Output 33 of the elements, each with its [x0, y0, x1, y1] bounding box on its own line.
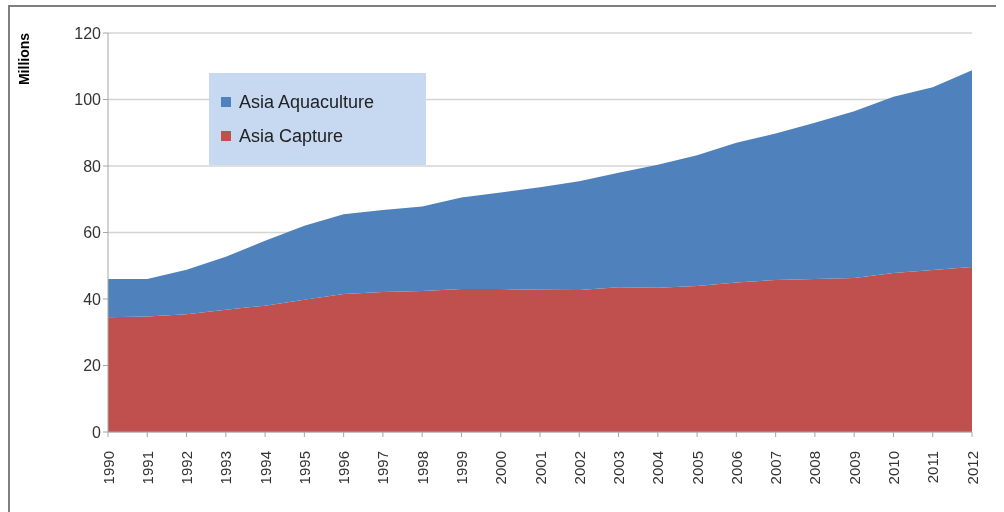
- x-tick-label: 1995: [295, 451, 313, 485]
- y-tick-label: 120: [74, 24, 102, 42]
- x-tick-label: 1997: [374, 451, 392, 485]
- x-tick-label: 2006: [727, 451, 745, 485]
- y-tick-label: 40: [83, 290, 102, 308]
- x-tick-label: 1998: [413, 451, 431, 485]
- x-tick-label: 1996: [335, 451, 353, 485]
- x-tick-label: 1990: [99, 451, 117, 485]
- y-tick-label: 20: [83, 357, 102, 375]
- x-tick-label: 2004: [649, 451, 667, 485]
- x-tick-label: 2003: [610, 451, 628, 485]
- y-axis-title: Millions: [16, 32, 32, 86]
- y-tick-label: 80: [83, 157, 102, 175]
- x-tick-label: 2002: [570, 451, 588, 485]
- y-tick-label: 0: [92, 423, 102, 441]
- x-tick-label: 2000: [492, 451, 510, 485]
- x-tick-label: 2010: [884, 451, 902, 485]
- y-tick-label: 60: [83, 224, 102, 242]
- x-tick-label: 1999: [452, 451, 470, 485]
- x-tick-label: 2007: [767, 451, 785, 485]
- x-tick-label: 2001: [531, 451, 549, 485]
- y-tick-label: 100: [74, 91, 102, 109]
- x-tick-label: 1991: [138, 451, 156, 485]
- x-tick-label: 1993: [217, 451, 235, 485]
- x-tick-label: 1992: [178, 451, 196, 485]
- x-tick-label: 2005: [688, 451, 706, 485]
- legend-label: Asia Aquaculture: [239, 91, 375, 113]
- x-tick-label: 2008: [806, 451, 824, 485]
- x-tick-label: 1994: [256, 451, 274, 485]
- legend-label: Asia Capture: [239, 125, 344, 147]
- x-tick-label: 2012: [963, 451, 981, 485]
- x-tick-label: 2009: [845, 451, 863, 485]
- x-tick-label: 2011: [924, 451, 942, 484]
